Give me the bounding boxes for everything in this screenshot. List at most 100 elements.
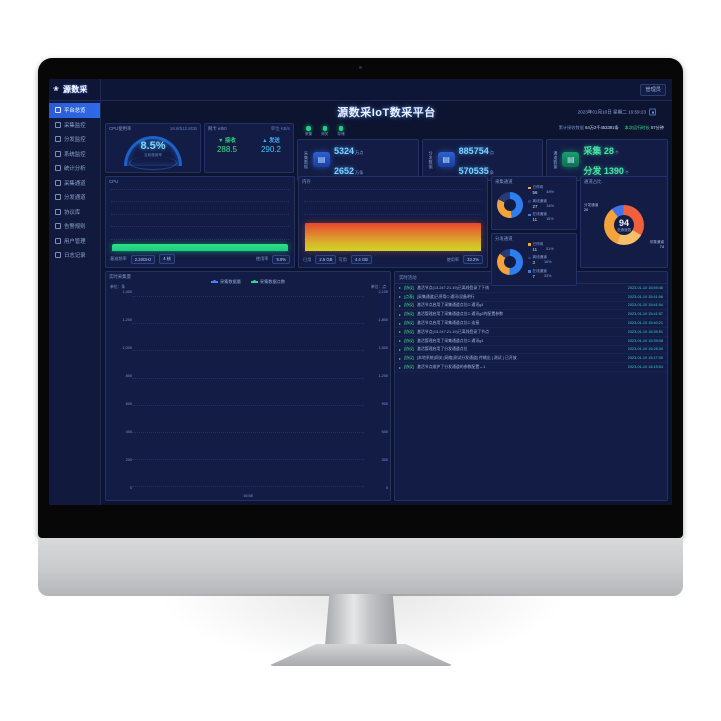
sidebar-item-system-monitor[interactable]: 系统监控	[49, 147, 100, 162]
list-item[interactable]: ▸ [协议] 激活节点(13.247.21.19)已离线登录了下线 2023-0…	[395, 284, 667, 293]
list-item-tag: [协议]	[404, 320, 414, 326]
right-axis-unit: 单位：点	[370, 285, 386, 289]
sidebar-item-label: 协议库	[64, 209, 81, 216]
datetime-text: 2023年01月10日 星期二 16:59:23	[577, 109, 646, 114]
kpi-row: 采集数据 ▤ 5324万点 2652万条 分发数据 ▤	[297, 137, 669, 181]
branch-icon	[55, 194, 61, 201]
bullet-icon: ▸	[399, 355, 402, 361]
kpi-unit: 个	[614, 149, 620, 155]
legend-line-icon	[250, 280, 258, 283]
list-item-time: 2023-01-10 15:15:54	[627, 365, 663, 370]
line-chart-legend: 采集数据量 采集数据点数	[110, 276, 386, 285]
realtime-line-chart: 实时采集量 采集数据量 采集数据点数 单位：条 单位：点 1,400 1,200…	[105, 271, 391, 501]
sidebar-item-overview[interactable]: 平台总览	[49, 103, 100, 118]
user-menu-button[interactable]: 管理员	[640, 83, 666, 96]
cpu-usage-card: CPU使用率 16.6/512.8GB 8.5% 当前使用率	[105, 123, 201, 173]
sidebar-item-protocol-library[interactable]: 协议库	[49, 205, 100, 220]
sidebar-item-collect-monitor[interactable]: 采集监控	[49, 118, 100, 133]
list-item[interactable]: ▸ [协议] 激活管理启用了采集通道点位C:通讯g1 2023-01-10 15…	[395, 337, 667, 346]
left-axis-unit: 单位：条	[110, 285, 126, 289]
legend-item: 在线通道 7 33%	[528, 269, 573, 281]
list-item-time: 2023-01-10 15:41:56	[627, 294, 663, 299]
list-item[interactable]: ▸ [协议] 激活节点(13.247.21.19)已离线登录了节点 2023-0…	[395, 328, 667, 337]
sidebar-item-dispatch-channel[interactable]: 分发通道	[49, 190, 100, 205]
dispatch-donut-ring	[497, 248, 523, 275]
header-stats: 累计接收数据 64万2千453391条 本次运行时长 57分钟	[559, 125, 664, 131]
status-dot-collect: 采集	[305, 126, 312, 137]
sidebar-item-logs[interactable]: 日志记录	[49, 248, 100, 263]
cpu-chart-grid	[111, 189, 289, 252]
list-item[interactable]: ▸ [协议] 激活节点启用了采集通道点位C:通讯g1 2023-01-10 15…	[395, 302, 667, 311]
channel-icon: ▤	[562, 152, 580, 167]
legend-item-collect-points[interactable]: 采集数据点数	[250, 279, 285, 285]
list-item[interactable]: ▸ [协议] [本地系统]网关 [网络]测试分发通道] 传输出 [ 测试 ] 已…	[395, 354, 667, 364]
legend-count: 56	[532, 190, 538, 196]
kpi-values: 采集 28个 分发 1390个	[583, 140, 629, 180]
legend-pct: 16%	[543, 260, 552, 265]
bullet-icon: ▸	[399, 302, 402, 308]
network-card: 网卡 eth0 单位 KB/s ▼ 接收 288.5	[204, 123, 294, 173]
sidebar-item-dispatch-monitor[interactable]: 分发监控	[49, 132, 100, 147]
ratio-center-label: 总通道数	[616, 227, 632, 232]
sidebar-item-label: 用户管理	[64, 238, 86, 245]
cpu-gauge: 8.5% 当前使用率	[124, 136, 182, 170]
channel-ratio-card: 通道占比 94 总通道数 分发通道 20 采集通	[580, 176, 668, 268]
list-item-tag: [协议]	[404, 346, 414, 352]
top-bar: 管理员	[101, 79, 672, 101]
monitor-icon	[55, 121, 61, 128]
list-item[interactable]: ▸ [协议] 激活节点启用了采集通道点位C:连接 2023-01-10 15:4…	[395, 319, 667, 328]
brand-name: 源数采	[63, 85, 88, 94]
network-down-label: ▼ 接收	[218, 138, 236, 144]
list-item[interactable]: ▸ [协议] 激活管理启用了分发通道点位 2023-01-10 15:28:30	[395, 346, 667, 355]
status-indicator	[338, 126, 344, 131]
memory-used-label: 已用	[303, 256, 312, 262]
clock-icon	[55, 165, 61, 172]
kpi-title: 通道数量	[553, 150, 559, 169]
sidebar-item-collect-channel[interactable]: 采集通道	[49, 176, 100, 191]
legend-swatch	[528, 200, 531, 203]
list-item-time: 2023-01-10 16:59:46	[627, 285, 663, 290]
kpi-number: 570535	[458, 165, 489, 176]
list-item-message: 激活节点启用了采集通道点位C:通讯g1	[416, 302, 484, 308]
legend-item-collect-volume[interactable]: 采集数据量	[210, 279, 241, 285]
logo-icon: ❀	[53, 85, 59, 93]
webcam-icon	[359, 66, 362, 69]
cpu-rate-value: 9.9%	[272, 254, 290, 264]
list-item[interactable]: ▸ [协议] 激活管理启用了采集通道点位C:通讯g2的配置参数 2023-01-…	[395, 310, 667, 320]
x-axis-label: 16:58	[243, 494, 253, 498]
sidebar-item-label: 系统监控	[64, 151, 86, 158]
cpu-chart-title: CPU	[109, 179, 119, 184]
collect-channel-donut-card: 采集通道 已停用 56 48%	[491, 176, 577, 230]
list-item[interactable]: ▸ [点表] [采集通道]已停用C:通讯/设备明行 2023-01-10 15:…	[395, 293, 667, 302]
line-chart-title: 实时采集量	[109, 274, 131, 279]
screen: ❀ 源数采 平台总览 采集监控 分发监控	[49, 79, 672, 505]
list-item-message: 激活节点(13.247.21.19)已离线登录了节点	[416, 328, 489, 334]
fullscreen-icon[interactable]	[649, 108, 656, 116]
page-title: 源数采IoT数采平台	[337, 107, 436, 119]
cpu-base-label: 基准频率	[110, 256, 127, 261]
legend-pct: 51%	[546, 246, 554, 251]
sidebar-item-alarm-rules[interactable]: 告警规则	[49, 219, 100, 234]
legend-line-icon	[210, 280, 218, 283]
system-icon	[55, 150, 61, 157]
list-item-time: 2023-01-10 15:28:30	[627, 347, 663, 352]
legend-pct: 34%	[546, 203, 554, 208]
sidebar-item-label: 日志记录	[64, 253, 86, 260]
alert-icon	[55, 223, 61, 230]
cpu-cores-value: 4 核	[159, 254, 175, 264]
sidebar-item-label: 分发通道	[64, 195, 86, 202]
list-item-tag: [协议]	[404, 337, 414, 343]
status-dot-label: 存储	[337, 131, 345, 136]
kpi-title: 分发数据	[428, 150, 434, 169]
sidebar-item-label: 告警规则	[64, 224, 86, 231]
dispatch-channel-donut-card: 分发通道 已停用 11 51%	[491, 232, 577, 286]
sidebar-item-statistics[interactable]: 统计分析	[49, 161, 100, 176]
ratio-center-value: 94	[618, 217, 629, 228]
kpi-unit: 条	[489, 169, 494, 175]
list-item-tag: [协议]	[404, 284, 414, 290]
ratio-label-collect: 采集通道 74	[649, 240, 664, 249]
sidebar-item-user-management[interactable]: 用户管理	[49, 234, 100, 249]
list-item[interactable]: ▸ [协议] 激活节点维护了分发通道的参数配置→1 2023-01-10 15:…	[395, 363, 667, 372]
bullet-icon: ▸	[399, 329, 402, 335]
cpu-base-value: 2.20GHz	[130, 254, 156, 264]
